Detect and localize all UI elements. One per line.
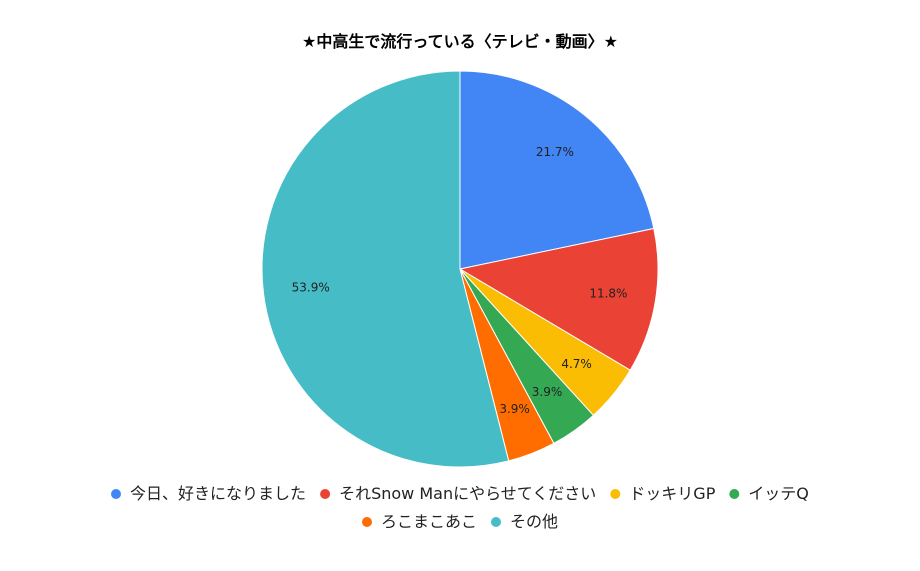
data-label-slice-2: 4.7% (561, 357, 592, 371)
legend-swatch-slice-4 (362, 517, 372, 527)
legend-label-slice-0: 今日、好きになりました (130, 484, 306, 503)
pie-slice-1 (458, 227, 659, 371)
data-label-slice-0: 21.7% (536, 145, 574, 159)
legend-swatch-slice-0 (111, 489, 121, 499)
legend-swatch-slice-2 (610, 489, 621, 499)
legend-swatch-slice-3 (729, 489, 740, 499)
pie-slices (261, 70, 659, 468)
chart-legend: 今日、好きになりました それSnow Manにやらせてください ドッキリGP イッテQ… (111, 484, 809, 531)
data-label-slice-1: 11.8% (589, 287, 627, 301)
pie-slice-5 (261, 70, 510, 468)
pie-slice-0 (459, 70, 655, 270)
legend-label-slice-5: その他 (510, 512, 558, 531)
pie-slice-labels: 21.7% 11.8% 4.7% 3.9%3.9% 53.9% (292, 145, 628, 416)
legend-swatch-slice-5 (491, 517, 501, 527)
chart-title: ★中高生で流行っている〈テレビ・動画〉★ (302, 32, 618, 51)
data-label-slice-3: 3.9% (532, 385, 563, 399)
data-label-slice-5: 53.9% (292, 281, 330, 295)
data-label-slice-4: 3.9% (499, 402, 530, 416)
legend-label-slice-3: イッテQ (748, 484, 809, 503)
legend-label-slice-2: ドッキリGP (629, 484, 715, 503)
legend-label-slice-4: ろこまこあこ (381, 512, 477, 531)
legend-swatch-slice-1 (320, 489, 331, 499)
legend-label-slice-1: それSnow Manにやらせてください (339, 484, 596, 503)
